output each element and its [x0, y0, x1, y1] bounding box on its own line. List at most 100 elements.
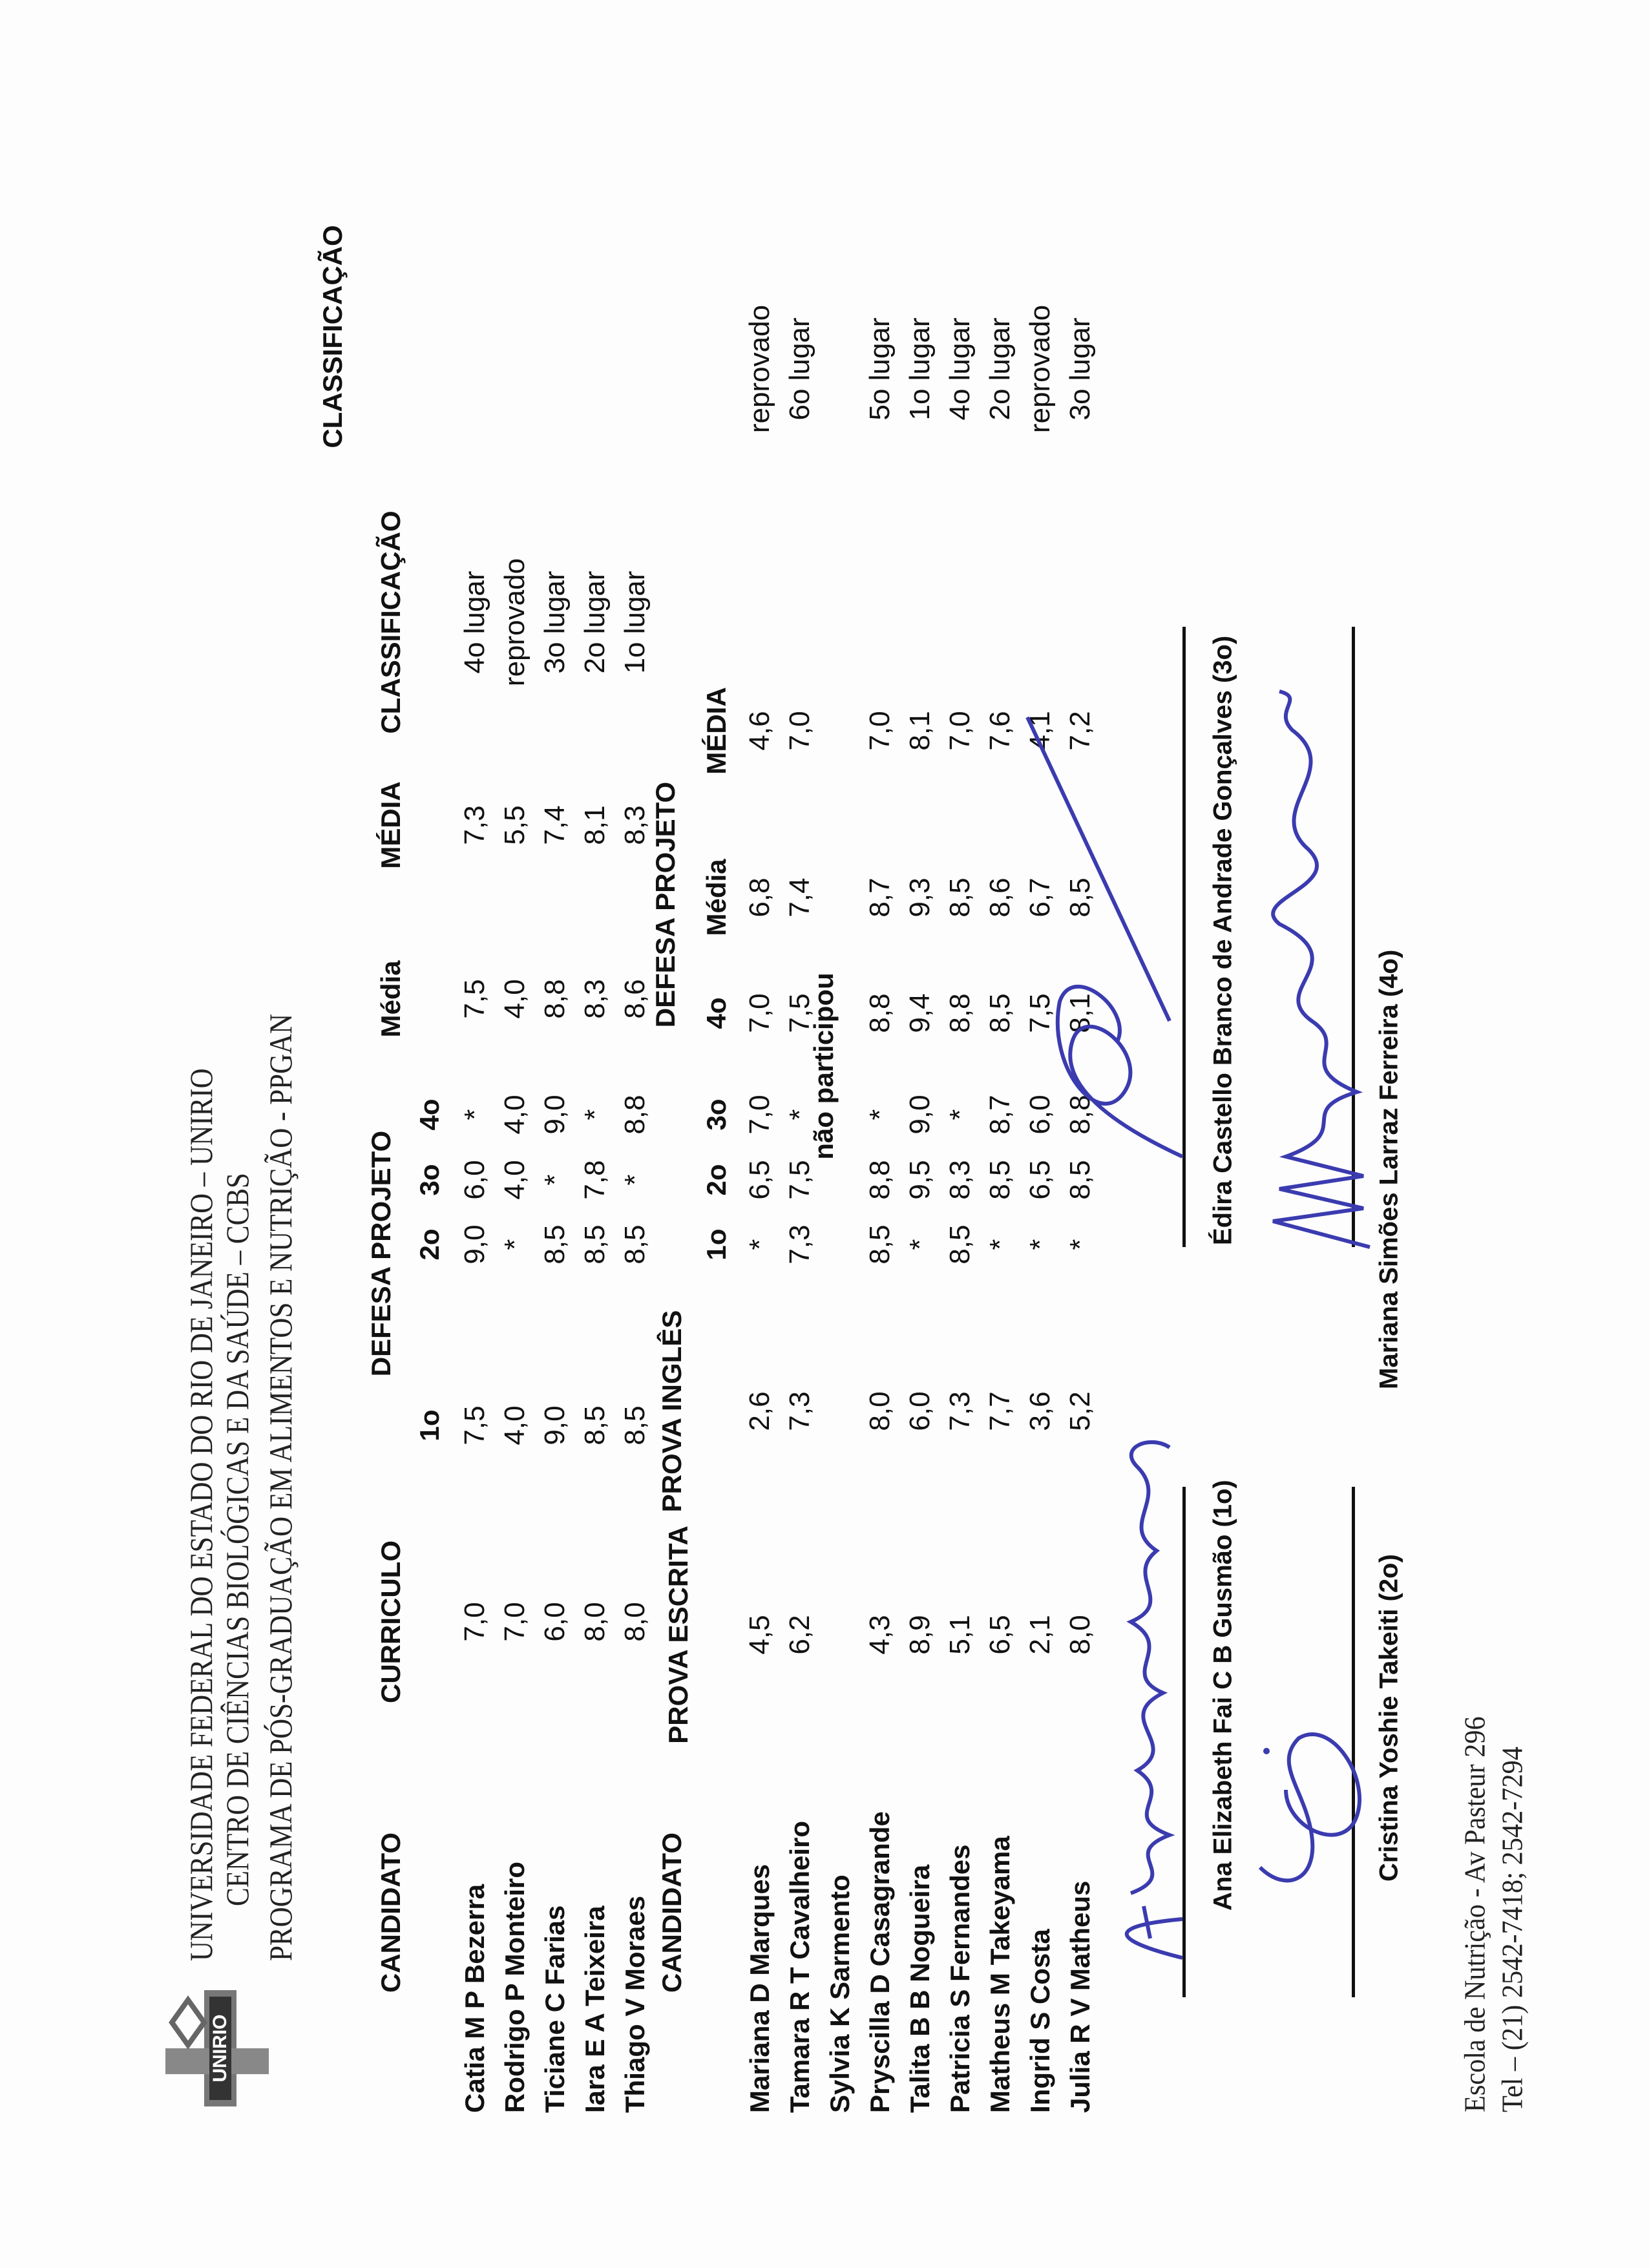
cell-escrita: 4,5 — [744, 1615, 775, 1655]
cell-classificacao: 2o lugar — [579, 571, 611, 674]
cell-d2: 8,3 — [944, 1160, 976, 1200]
cell-media_defesa: 8,7 — [864, 877, 896, 918]
header-program: PROGRAMA DE PÓS-GRADUAÇÃO EM ALIMENTOS E… — [262, 1013, 299, 1961]
candidate-name: Iara E A Teixeira — [580, 1906, 610, 2113]
candidate-name: Julia R V Matheus — [1065, 1880, 1095, 2113]
cell-d3: 4,0 — [499, 1160, 530, 1200]
cell-d1: 8,5 — [579, 1405, 611, 1445]
candidate-name: Tamara R T Cavalheiro — [784, 1820, 815, 2113]
cell-media: 7,0 — [864, 711, 896, 751]
cell-d2: 9,0 — [459, 1224, 490, 1265]
cell-classificacao: reprovado — [499, 558, 530, 687]
cell-escrita: 2,1 — [1024, 1615, 1056, 1655]
column-header-media: MÉDIA — [375, 781, 406, 869]
candidate-name: Sylvia K Sarmento — [824, 1874, 855, 2113]
header-university: UNIVERSIDADE FEDERAL DO ESTADO DO RIO DE… — [183, 1068, 219, 1961]
cell-classificacao: 1o lugar — [904, 317, 936, 421]
cell-ingles: 7,3 — [784, 1391, 815, 1431]
cell-d4: 8,5 — [984, 993, 1016, 1033]
cell-classificacao: 5o lugar — [864, 317, 896, 421]
cell-d2: 6,5 — [744, 1160, 775, 1200]
column-header-d1: 1o — [414, 1409, 445, 1442]
handwritten-signature-1 — [1124, 1440, 1183, 1960]
unirio-logo-icon: UNIRIO — [165, 1990, 269, 2106]
cell-media: 4,6 — [744, 711, 775, 751]
cell-classificacao: 4o lugar — [944, 317, 976, 421]
cell-media_defesa: 8,6 — [619, 979, 651, 1019]
column-header-curriculo: CURRICULO — [375, 1540, 406, 1703]
footer-address: Escola de Nutrição - Av Pasteur 296 — [1458, 1716, 1491, 2112]
cell-media: 8,1 — [579, 805, 611, 845]
column-header-defesa-projeto: DEFESA PROJETO — [650, 781, 680, 1028]
candidate-name: Talita B B Nogueira — [905, 1864, 935, 2113]
cell-curriculo: 8,0 — [619, 1602, 651, 1642]
candidate-name: Thiago V Moraes — [620, 1895, 650, 2113]
cell-curriculo: 8,0 — [579, 1602, 611, 1642]
handwritten-signature-4 — [1271, 689, 1371, 1249]
cell-media: 8,3 — [619, 805, 651, 845]
cell-d4: 8,8 — [944, 993, 976, 1033]
handwritten-signature-2 — [1025, 716, 1184, 1159]
cell-d1: 4,0 — [499, 1405, 530, 1445]
cell-d3: 8,7 — [984, 1095, 1016, 1135]
column-header-d3: 3o — [701, 1098, 731, 1131]
logo-text: UNIRIO — [209, 2015, 231, 2083]
column-header-media-defesa: Média — [375, 960, 406, 1038]
column-header-d2: 2o — [414, 1228, 445, 1261]
cell-d3: * — [864, 1109, 896, 1120]
cell-media: 7,0 — [784, 711, 815, 751]
cell-media_defesa: 7,4 — [784, 877, 815, 918]
cell-ingles: 6,0 — [904, 1391, 936, 1431]
cell-d1: 8,5 — [619, 1405, 651, 1445]
cell-note: não participou — [808, 972, 839, 1160]
cell-ingles: 3,6 — [1024, 1391, 1056, 1431]
header-center: CENTRO DE CIÊNCIAS BIOLÓGICAS E DA SAÚDE… — [219, 1173, 255, 1906]
cell-media_defesa: 8,5 — [944, 877, 976, 918]
cell-escrita: 4,3 — [864, 1615, 896, 1655]
column-header-prova-ingles: PROVA INGLÊS — [656, 1310, 687, 1513]
cell-d4: 4,0 — [499, 1095, 530, 1135]
cell-classificacao: 2o lugar — [984, 317, 1016, 421]
cell-d2: 8,5 — [984, 1160, 1016, 1200]
column-header-classificacao: CLASSIFICAÇÃO — [317, 225, 348, 448]
column-header-prova-escrita: PROVA ESCRITA — [663, 1526, 693, 1744]
cell-curriculo: 7,0 — [459, 1602, 490, 1642]
column-header-classificacao: CLASSIFICAÇÃO — [375, 510, 406, 734]
cell-d4: 9,4 — [904, 993, 936, 1033]
cell-d1: 7,3 — [784, 1224, 815, 1265]
cell-d3: 7,8 — [579, 1160, 611, 1200]
cell-escrita: 6,2 — [784, 1615, 815, 1655]
cell-d4: 8,8 — [864, 993, 896, 1033]
column-header-media_defesa: Média — [701, 859, 731, 936]
column-header-defesa-projeto: DEFESA PROJETO — [366, 1130, 396, 1377]
cell-d2: 8,5 — [539, 1224, 571, 1265]
signatory-name: Ana Elizabeth Fai C B Gusmão (1o) — [1208, 1480, 1237, 1911]
cell-d2: 9,5 — [904, 1160, 936, 1200]
cell-d3: 9,0 — [904, 1095, 936, 1135]
cell-ingles: 8,0 — [864, 1391, 896, 1431]
cell-d4: 7,0 — [744, 993, 775, 1033]
cell-media_defesa: 8,3 — [579, 979, 611, 1019]
cell-d3: 6,0 — [459, 1160, 490, 1200]
cell-d1: * — [984, 1239, 1016, 1250]
column-header-media: MÉDIA — [701, 687, 731, 775]
cell-d2: 8,5 — [579, 1224, 611, 1265]
cell-media_defesa: 6,8 — [744, 877, 775, 918]
signatory-name: Cristina Yoshie Takeiti (2o) — [1374, 1554, 1403, 1882]
cell-d4: * — [579, 1109, 611, 1120]
cell-d3: * — [539, 1174, 571, 1186]
cell-media: 7,0 — [944, 711, 976, 751]
cell-media: 7,3 — [459, 805, 490, 845]
candidate-name: Patricia S Fernandes — [945, 1844, 975, 2113]
cell-d1: * — [744, 1239, 775, 1250]
column-header-d4: 4o — [414, 1098, 445, 1131]
cell-classificacao: 1o lugar — [619, 571, 651, 674]
cell-curriculo: 6,0 — [539, 1602, 571, 1642]
column-header-candidato: CANDIDATO — [656, 1832, 687, 1993]
cell-classificacao: reprovado — [1024, 304, 1056, 434]
column-header-d2: 2o — [701, 1164, 731, 1196]
candidate-name: Pryscilla D Casagrande — [865, 1811, 895, 2113]
cell-media_defesa: 8,6 — [984, 877, 1016, 918]
column-header-d1: 1o — [701, 1228, 731, 1261]
